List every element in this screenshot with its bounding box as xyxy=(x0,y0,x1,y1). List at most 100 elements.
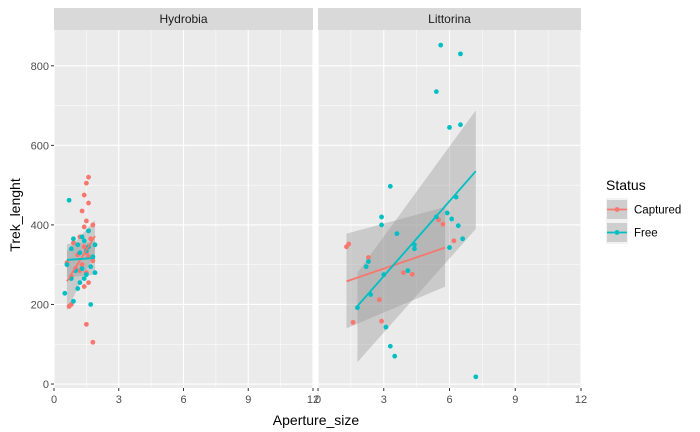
data-point-captured xyxy=(366,255,371,260)
data-point-captured xyxy=(81,192,87,198)
y-tick-label: 400 xyxy=(31,220,49,232)
x-tick-label: 6 xyxy=(180,394,186,406)
trend-line-free xyxy=(66,257,96,261)
x-tick-label: 3 xyxy=(116,394,122,406)
legend-label-captured: Captured xyxy=(634,205,681,217)
data-point-free xyxy=(88,302,94,307)
data-point-captured xyxy=(86,174,91,180)
data-point-captured xyxy=(79,262,85,268)
data-point-free xyxy=(392,353,398,359)
x-tick-label: 9 xyxy=(245,394,251,406)
data-point-free xyxy=(355,305,360,311)
data-point-captured xyxy=(440,221,446,227)
data-point-captured xyxy=(86,280,91,285)
data-point-free xyxy=(64,262,70,268)
data-point-captured xyxy=(79,208,85,214)
x-axis: 0 3 6 9 120 3 6 9 12 xyxy=(51,388,587,406)
x-tick-label: 12 xyxy=(307,394,319,406)
data-point-free xyxy=(86,228,91,234)
legend-key-captured xyxy=(606,198,628,221)
data-point-captured xyxy=(83,180,89,186)
legend-key-point xyxy=(614,207,620,212)
facet-panel-littorina: Littorina xyxy=(317,8,582,388)
legend-title: Status xyxy=(606,177,646,193)
data-point-free xyxy=(458,122,463,128)
data-point-free xyxy=(473,374,479,380)
data-point-captured xyxy=(350,319,356,325)
data-point-captured xyxy=(81,224,87,230)
data-point-captured xyxy=(81,244,87,250)
data-point-free xyxy=(71,236,76,242)
data-point-free xyxy=(79,266,85,272)
trend-line-captured xyxy=(346,246,446,283)
x-tick-label: 12 xyxy=(575,394,587,406)
legend: Status Captured Free xyxy=(606,177,681,244)
facet-strip-label: Hydrobia xyxy=(159,12,207,26)
data-point-captured xyxy=(66,304,72,309)
data-point-free xyxy=(92,242,98,248)
legend-label-free: Free xyxy=(634,228,658,240)
data-point-free xyxy=(383,324,389,330)
data-point-captured xyxy=(90,258,96,264)
data-point-captured xyxy=(90,339,96,345)
data-point-free xyxy=(75,242,81,248)
facet-strip-label: Littorina xyxy=(428,12,471,26)
data-point-free xyxy=(75,286,81,291)
data-point-captured xyxy=(451,238,457,244)
data-point-free xyxy=(81,238,87,244)
y-tick-label: 0 xyxy=(43,379,49,391)
legend-key-free xyxy=(606,221,628,244)
data-point-free xyxy=(444,210,450,216)
data-point-free xyxy=(71,298,76,304)
data-point-free xyxy=(447,125,452,130)
data-point-captured xyxy=(83,321,89,327)
y-tick-label: 200 xyxy=(31,299,49,311)
data-point-free xyxy=(68,246,74,252)
data-point-free xyxy=(405,268,411,274)
x-axis-title: Aperture_size xyxy=(273,412,360,428)
data-point-captured xyxy=(86,200,91,206)
data-point-free xyxy=(379,222,384,228)
data-point-free xyxy=(387,183,393,189)
data-point-free xyxy=(77,280,83,285)
y-axis: 0 200 400 600 800 xyxy=(31,61,54,391)
data-point-captured xyxy=(376,297,382,303)
y-tick-label: 600 xyxy=(31,140,49,152)
data-point-free xyxy=(394,231,400,237)
data-point-free xyxy=(92,270,98,276)
facet-strip xyxy=(318,8,581,30)
confidence-band-free xyxy=(357,110,476,363)
data-point-free xyxy=(387,343,393,349)
data-point-free xyxy=(77,250,83,256)
trend-line-free xyxy=(356,170,477,307)
legend-key-point xyxy=(614,230,620,235)
x-tick-label: 0 xyxy=(51,394,57,406)
facet-panel-hydrobia: Hydrobia xyxy=(53,8,314,388)
y-tick-label: 800 xyxy=(31,61,49,73)
confidence-band-captured xyxy=(346,207,446,329)
data-point-free xyxy=(79,234,85,240)
data-point-captured xyxy=(90,222,96,228)
facet-strip xyxy=(54,8,313,30)
data-point-free xyxy=(447,245,452,250)
data-point-captured xyxy=(83,218,89,224)
y-axis-title: Trek_lenght xyxy=(7,178,23,252)
x-tick-label: 3 xyxy=(381,394,387,406)
data-point-free xyxy=(438,42,444,48)
data-point-captured xyxy=(409,271,415,277)
x-tick-label: 9 xyxy=(512,394,518,406)
data-point-captured xyxy=(346,241,352,247)
data-point-free xyxy=(460,236,466,242)
data-point-free xyxy=(363,264,369,270)
data-point-captured xyxy=(379,318,384,324)
data-point-free xyxy=(458,51,463,57)
data-point-captured xyxy=(81,284,87,289)
data-point-free xyxy=(88,264,94,270)
data-point-free xyxy=(449,216,455,222)
data-point-free xyxy=(66,197,72,203)
data-point-free xyxy=(62,290,68,296)
data-point-free xyxy=(379,214,384,220)
x-tick-label: 6 xyxy=(446,394,452,406)
data-point-captured xyxy=(401,270,406,276)
